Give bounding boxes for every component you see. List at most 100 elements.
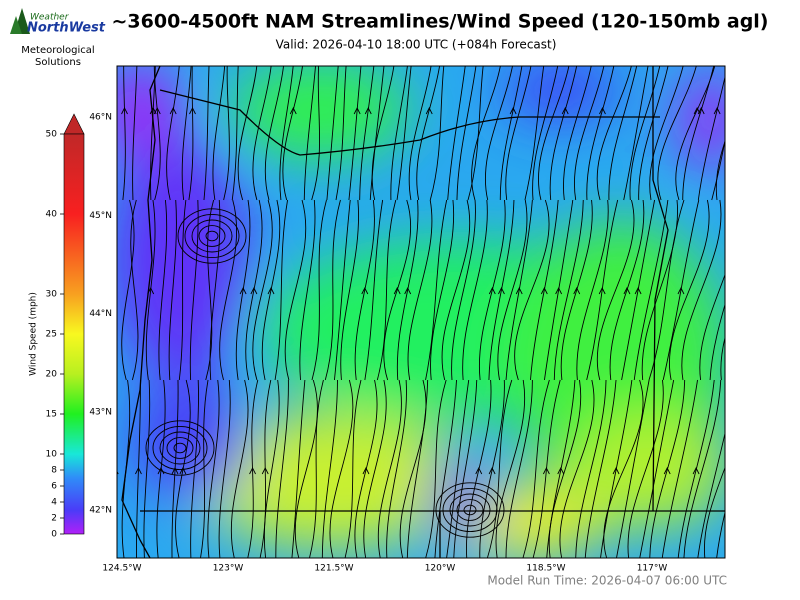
- streamline: [326, 66, 339, 201]
- colorbar-tick-label: 8: [51, 466, 57, 476]
- arrow: [561, 106, 569, 115]
- streamline: [584, 379, 617, 558]
- lat-label: 46°N: [89, 113, 112, 123]
- logo: Weather NorthWest Meteorological Solutio…: [10, 8, 106, 68]
- streamline: [354, 379, 378, 558]
- streamline: [261, 199, 281, 381]
- streamline: [662, 199, 700, 381]
- streamline: [603, 379, 644, 558]
- arrow: [404, 286, 412, 295]
- streamline: [308, 379, 324, 558]
- streamline: [522, 379, 550, 558]
- model-run-time: Model Run Time: 2026-04-07 06:00 UTC: [487, 574, 727, 588]
- streamline: [683, 379, 722, 558]
- streamline: [456, 66, 477, 201]
- streamline: [168, 199, 177, 381]
- arrow: [361, 286, 369, 295]
- streamline: [669, 199, 710, 381]
- arrow: [599, 106, 606, 115]
- colorbar-tick-label: 25: [46, 330, 57, 340]
- streamline: [447, 66, 466, 201]
- streamline: [544, 199, 574, 381]
- streamline: [451, 199, 476, 381]
- streamline: [559, 379, 595, 558]
- streamline: [321, 379, 338, 558]
- streamline: [171, 379, 179, 558]
- arrow: [135, 466, 142, 475]
- streamline: [629, 66, 661, 201]
- streamline: [621, 199, 656, 381]
- streamline: [189, 199, 199, 381]
- arrow: [515, 286, 523, 295]
- streamline: [549, 66, 578, 201]
- streamline: [741, 200, 783, 380]
- streamline: [641, 199, 679, 381]
- streamline: [484, 66, 513, 201]
- streamline: [430, 199, 455, 381]
- streamline: [553, 199, 584, 381]
- streamline: [465, 379, 492, 558]
- colorbar-label: Wind Speed (mph): [29, 292, 39, 376]
- streamline: [608, 66, 638, 201]
- lon-label: 118.5°W: [526, 564, 565, 574]
- streamline: [333, 199, 351, 381]
- streamline: [681, 199, 722, 381]
- streamline: [181, 66, 192, 201]
- arrow: [364, 106, 372, 115]
- streamline: [219, 199, 237, 381]
- lat-label: 44°N: [89, 309, 112, 319]
- streamline: [699, 273, 725, 381]
- streamline: [434, 379, 457, 558]
- streamline: [596, 199, 635, 381]
- arrow: [239, 286, 247, 295]
- streamline: [329, 379, 354, 558]
- streamline: [408, 66, 432, 201]
- streamline: [623, 66, 649, 201]
- streamline: [429, 66, 445, 201]
- eddy: [173, 442, 187, 454]
- colorbar-tick-label: 40: [46, 210, 58, 220]
- streamline: [563, 66, 592, 201]
- eddy: [456, 499, 484, 521]
- colorbar-tick-label: 20: [46, 370, 58, 380]
- streamline: [731, 20, 773, 200]
- lat-label: 42°N: [89, 506, 112, 516]
- eddy: [159, 431, 201, 465]
- arrow: [634, 286, 642, 295]
- lat-label: 45°N: [89, 211, 112, 221]
- streamline: [390, 66, 408, 201]
- lon-label: 123°W: [213, 564, 244, 574]
- streamline: [574, 66, 605, 201]
- colorbar-tick-label: 50: [46, 130, 58, 140]
- arrow: [261, 466, 269, 475]
- arrow: [171, 466, 179, 475]
- colorbar-tick-label: 6: [51, 482, 57, 492]
- streamline: [252, 199, 273, 381]
- eddy: [205, 230, 219, 242]
- lon-label: 124.5°W: [102, 564, 141, 574]
- streamline: [661, 379, 698, 558]
- streamline: [505, 199, 533, 381]
- lat-label: 43°N: [89, 407, 112, 417]
- eddy: [435, 482, 505, 538]
- streamline: [730, 380, 776, 560]
- arrow: [488, 466, 496, 475]
- arrow: [425, 106, 433, 115]
- streamline: [130, 199, 139, 381]
- streamline: [682, 66, 715, 201]
- streamline: [223, 66, 230, 201]
- eddy: [145, 420, 215, 476]
- arrow: [713, 106, 721, 115]
- arrow: [555, 286, 563, 295]
- streamline: [200, 379, 209, 558]
- streamline: [743, 20, 783, 200]
- streamline: [203, 66, 210, 201]
- lon-label: 117°W: [637, 564, 668, 574]
- eddy: [152, 425, 208, 471]
- colorbar-tick-label: 10: [46, 450, 58, 460]
- streamline: [425, 199, 448, 381]
- streamline: [657, 66, 697, 201]
- arrow: [509, 106, 517, 115]
- streamline: [716, 510, 725, 558]
